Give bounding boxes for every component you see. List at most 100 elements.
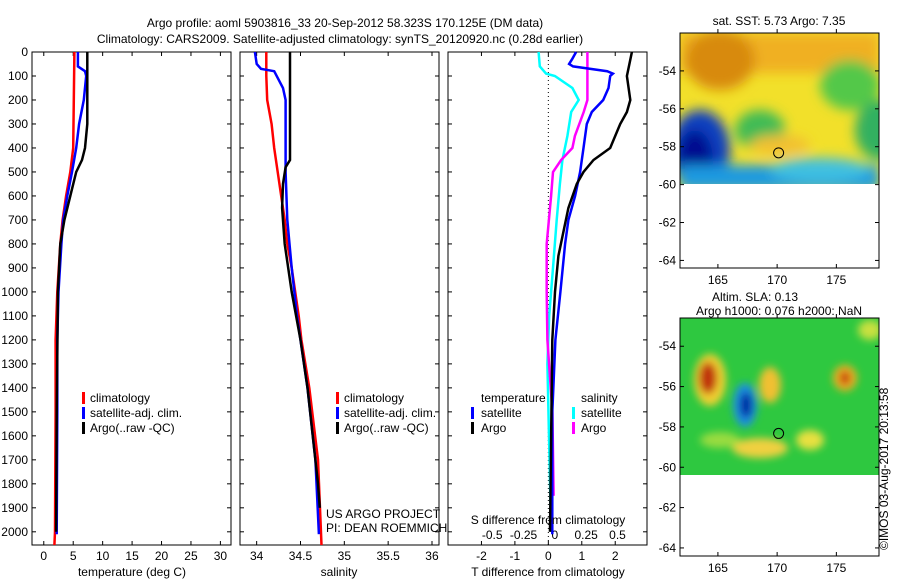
sla-map-image xyxy=(680,318,879,475)
x2-tick-label: 0.5 xyxy=(609,528,626,542)
legend-swatch-argo xyxy=(82,422,85,434)
y-tick-label: 1300 xyxy=(1,357,28,371)
series-line-argo-raw-qc- xyxy=(54,52,89,532)
series-line-satellite xyxy=(551,51,616,535)
x-tick-label: 35.5 xyxy=(376,549,400,563)
legend-label: climatology xyxy=(344,391,404,405)
legend-label: Argo xyxy=(581,421,607,435)
credit-text: US ARGO PROJECT xyxy=(326,507,441,521)
lat-tick-label: -60 xyxy=(659,178,677,192)
legend-swatch-s-argo xyxy=(572,422,575,434)
plot-frame-3 xyxy=(447,51,648,546)
copyright-text: ©IMOS 03-Aug-2017 20:13:58 xyxy=(877,387,891,550)
x2-tick-label: -0.5 xyxy=(482,528,503,542)
lat-tick-label: -64 xyxy=(659,253,677,267)
y-tick-label: 300 xyxy=(8,117,28,131)
sla-map-subtitle: Argo h1000: 0.076 h2000: NaN xyxy=(696,304,862,318)
y-tick-label: 0 xyxy=(21,45,28,59)
x-tick-label: 25 xyxy=(184,549,198,563)
plot-frame-1 xyxy=(31,51,232,546)
series-line-argo xyxy=(548,51,634,532)
legend-label: climatology xyxy=(90,391,150,405)
y-tick-label: 200 xyxy=(8,93,28,107)
y-tick-label: 1700 xyxy=(1,453,28,467)
y-tick-label: 900 xyxy=(8,261,28,275)
lat-tick-label: -58 xyxy=(659,140,677,154)
legend-label: satellite-adj. clim. xyxy=(90,406,182,420)
series-line-argo xyxy=(545,52,589,496)
legend-label: Argo xyxy=(481,421,507,435)
y-tick-label: 1200 xyxy=(1,333,28,347)
title-line-2: Climatology: CARS2009. Satellite-adjuste… xyxy=(97,32,583,46)
title-line-1: Argo profile: aoml 5903816_33 20-Sep-201… xyxy=(147,16,543,30)
x-tick-label: 15 xyxy=(125,549,139,563)
lon-tick-label: 170 xyxy=(767,561,787,575)
lat-tick-label: -54 xyxy=(659,64,677,78)
legend-swatch-argo xyxy=(336,422,339,434)
y-tick-label: 1600 xyxy=(1,429,28,443)
lat-tick-label: -62 xyxy=(659,501,677,515)
pi-text: PI: DEAN ROEMMICH xyxy=(326,521,447,535)
x2-axis-label: S difference from climatology xyxy=(471,513,626,527)
x-tick-label: 34.5 xyxy=(289,549,313,563)
y-tick-label: 100 xyxy=(8,69,28,83)
lon-tick-label: 165 xyxy=(708,561,728,575)
legend-title-temperature: temperature xyxy=(481,391,546,405)
x-axis-label-salinity: salinity xyxy=(321,565,358,579)
x-axis-label-temperature: temperature (deg C) xyxy=(78,565,186,579)
y-tick-label: 1900 xyxy=(1,501,28,515)
x-tick-label: 34 xyxy=(250,549,264,563)
map-frame-2 xyxy=(679,317,880,557)
y-tick-label: 1100 xyxy=(2,309,28,323)
x-tick-label: 0 xyxy=(545,549,552,563)
y-tick-label: 1500 xyxy=(1,405,28,419)
lon-tick-label: 165 xyxy=(708,273,728,287)
x2-tick-label: 0.25 xyxy=(575,528,599,542)
x-tick-label: -2 xyxy=(476,549,487,563)
x-tick-label: 5 xyxy=(70,549,77,563)
lat-tick-label: -54 xyxy=(659,339,677,353)
x-tick-label: 35 xyxy=(338,549,352,563)
legend-label: satellite-adj. clim. xyxy=(344,406,436,420)
lat-tick-label: -64 xyxy=(659,541,677,555)
lon-tick-label: 175 xyxy=(826,561,846,575)
x-tick-label: 20 xyxy=(155,549,169,563)
series-line-satellite-adj-clim- xyxy=(55,52,88,535)
argo-location-marker xyxy=(773,147,785,159)
x-tick-label: 0 xyxy=(40,549,47,563)
legend-label: Argo(..raw -QC) xyxy=(90,421,175,435)
series-line-climatology xyxy=(265,52,323,546)
lat-tick-label: -58 xyxy=(659,420,677,434)
sst-map-image xyxy=(680,33,879,184)
lat-tick-label: -56 xyxy=(659,380,677,394)
x2-tick-label: -0.25 xyxy=(510,528,538,542)
y-tick-label: 500 xyxy=(8,165,28,179)
legend-temperature-panel: climatology satellite-adj. clim. Argo(..… xyxy=(82,391,182,435)
series-line-satellite xyxy=(537,51,581,532)
legend-difference-panel: temperature satellite Argo salinity sate… xyxy=(471,391,622,435)
legend-swatch-satellite xyxy=(82,407,85,419)
axes-layer: 0100200300400500600700800900100011001200… xyxy=(1,29,880,575)
lon-tick-label: 175 xyxy=(826,273,846,287)
y-tick-label: 800 xyxy=(8,237,28,251)
x-axis-label-tdiff: T difference from climatology xyxy=(471,565,625,579)
map-frame-1 xyxy=(679,32,880,269)
lat-tick-label: -62 xyxy=(659,216,677,230)
legend-swatch-satellite xyxy=(336,407,339,419)
argo-location-marker xyxy=(773,427,785,439)
legend-label: satellite xyxy=(581,406,622,420)
y-tick-label: 1400 xyxy=(1,381,28,395)
legend-salinity-panel: climatology satellite-adj. clim. Argo(..… xyxy=(336,391,436,435)
sst-map-title: sat. SST: 5.73 Argo: 7.35 xyxy=(713,14,846,28)
y-tick-label: 2000 xyxy=(1,525,28,539)
x-tick-label: 30 xyxy=(214,549,228,563)
x-tick-label: 2 xyxy=(612,549,619,563)
plot-frame-2 xyxy=(239,51,440,546)
x-tick-label: 36 xyxy=(425,549,439,563)
legend-title-salinity: salinity xyxy=(581,391,618,405)
y-tick-label: 400 xyxy=(8,141,28,155)
y-tick-label: 1000 xyxy=(1,285,28,299)
lat-tick-label: -56 xyxy=(659,102,677,116)
y-tick-label: 1800 xyxy=(1,477,28,491)
